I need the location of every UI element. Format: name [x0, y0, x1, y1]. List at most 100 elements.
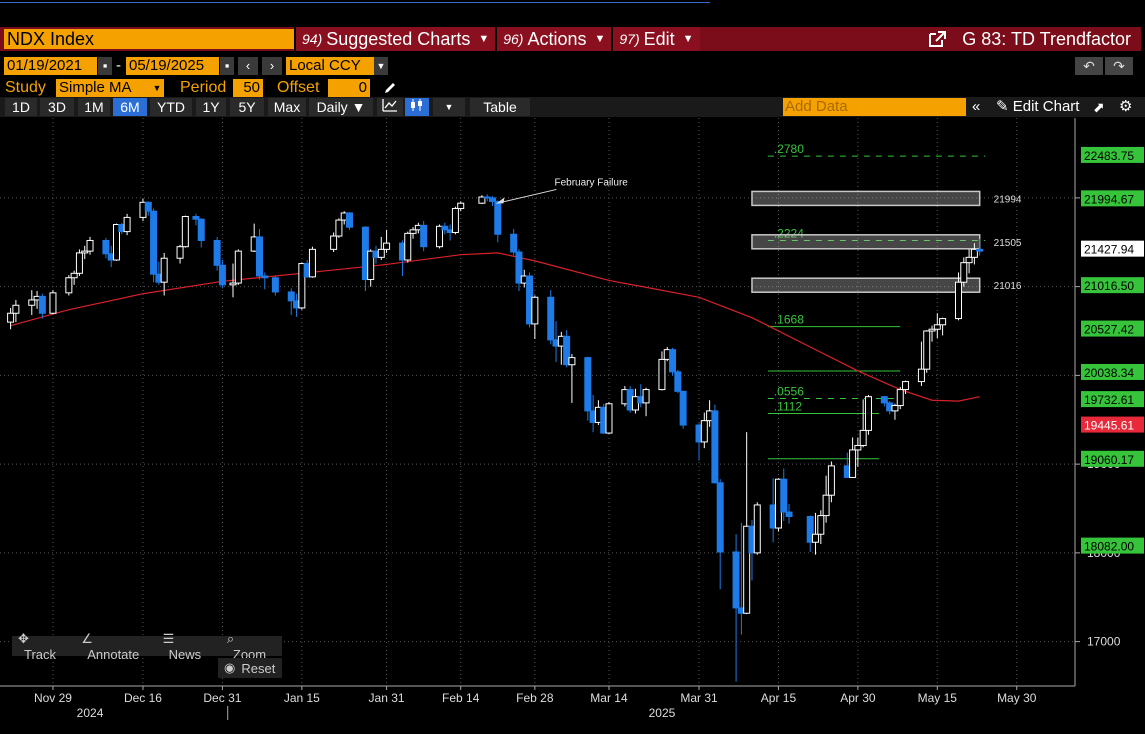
price-chart[interactable]: .2780 .2224 .1668 .0556 .1112 21994 21505 2101…: [0, 118, 1145, 734]
popout-icon[interactable]: [928, 30, 948, 48]
axis-price-tag: [1081, 450, 1144, 467]
axis-price-tag: [1081, 240, 1144, 257]
candle-body: [510, 233, 518, 253]
track-button[interactable]: ✥ Track: [12, 631, 75, 662]
candle-body: [605, 403, 613, 434]
edit-menu[interactable]: 97) Edit ▼: [611, 27, 700, 51]
news-button[interactable]: ☰ News: [157, 631, 221, 662]
line-chart-icon[interactable]: [377, 98, 403, 116]
axis-price-tag-label: 20038.34: [1084, 366, 1134, 380]
chart-settings-icon[interactable]: ⬈: [1093, 99, 1105, 115]
menu-number: 94): [302, 31, 323, 47]
candle-body: [568, 357, 576, 366]
table-button[interactable]: Table: [470, 98, 530, 116]
period-button-6m[interactable]: 6M: [113, 98, 147, 116]
fib-level-label: .2780: [774, 142, 804, 156]
period-button-1d[interactable]: 1D: [5, 98, 37, 116]
edit-chart-button[interactable]: ✎ Edit Chart: [996, 98, 1079, 116]
candle-body: [144, 201, 152, 212]
axis-price-tag: [1081, 537, 1144, 554]
period-field[interactable]: 50: [233, 79, 263, 97]
candle-body: [917, 368, 925, 383]
frequency-select[interactable]: Daily ▼: [309, 98, 373, 116]
axis-price-tag: [1081, 190, 1144, 207]
actions-menu[interactable]: 96) Actions ▼: [495, 27, 612, 51]
prev-arrow-icon[interactable]: ‹: [238, 57, 258, 75]
candle-body: [954, 281, 962, 320]
candle-body: [711, 410, 719, 484]
caret-down-icon[interactable]: ▼: [150, 79, 164, 97]
x-tick-label: Nov 29: [34, 691, 72, 705]
reset-icon: ◉: [224, 660, 236, 675]
period-button-1y[interactable]: 1Y: [196, 98, 226, 116]
reset-label: Reset: [241, 660, 276, 676]
x-tick-label: Feb 14: [442, 691, 480, 705]
year-label: 2024: [77, 706, 104, 720]
period-button-1m[interactable]: 1M: [78, 98, 110, 116]
undo-icon[interactable]: ↶: [1075, 57, 1103, 75]
candle-body: [81, 250, 89, 254]
candle-body: [457, 202, 465, 210]
year-label: 2025: [649, 706, 676, 720]
x-tick-label: Dec 16: [124, 691, 162, 705]
candlestick-icon[interactable]: [405, 98, 429, 116]
redo-icon[interactable]: ↷: [1105, 57, 1133, 75]
chart-tools-panel: ✥ Track ∠ Annotate ☰ News ⌕ Zoom: [12, 631, 282, 662]
study-select[interactable]: Simple MA: [56, 79, 164, 97]
pencil-icon[interactable]: [382, 80, 398, 96]
next-arrow-icon[interactable]: ›: [262, 57, 282, 75]
track-label: Track: [24, 646, 57, 662]
price-zone-label: 21994: [994, 194, 1022, 205]
calendar-icon[interactable]: ▪: [98, 57, 112, 75]
chart-type-dropdown-icon[interactable]: ▼: [433, 98, 465, 116]
candle-body: [965, 256, 973, 264]
period-toolbar: 1D 3D 1M 6M YTD 1Y 5Y Max Daily ▼ ▼ Table Add D…: [0, 97, 1145, 117]
candle-body: [785, 511, 793, 517]
ticker-field[interactable]: NDX Index: [4, 29, 294, 49]
candle-body: [65, 277, 73, 294]
caret-down-icon[interactable]: ▼: [374, 57, 388, 75]
edit-chart-label: Edit Chart: [1012, 98, 1080, 115]
period-label: Period: [180, 79, 227, 96]
period-button-ytd[interactable]: YTD: [150, 98, 192, 116]
candle-body: [49, 292, 57, 314]
gear-icon[interactable]: ⚙: [1119, 98, 1133, 115]
fib-level-label: .1668: [774, 313, 804, 327]
annotate-button[interactable]: ∠ Annotate: [75, 631, 156, 662]
axis-price-tag-label: 19732.61: [1084, 393, 1134, 407]
candle-body: [308, 248, 316, 278]
axis-price-tag-label: 20527.42: [1084, 323, 1134, 337]
candle-body: [409, 229, 417, 234]
suggested-charts-menu[interactable]: 94) Suggested Charts ▼: [294, 27, 496, 51]
candle-body: [679, 390, 687, 426]
top-border-line: [0, 0, 710, 3]
collapse-icon[interactable]: «: [972, 98, 981, 115]
candle-body: [330, 235, 338, 250]
period-button-3d[interactable]: 3D: [40, 98, 74, 116]
menu-label: Actions: [527, 28, 587, 49]
candle-body: [261, 275, 269, 279]
candle-body: [451, 208, 459, 233]
candle-body: [658, 358, 666, 391]
add-data-input[interactable]: Add Data: [783, 98, 966, 116]
end-date-field[interactable]: 05/19/2025: [126, 57, 219, 75]
offset-field[interactable]: 0: [328, 79, 370, 97]
candle-body: [298, 263, 306, 309]
period-button-5y[interactable]: 5Y: [230, 98, 264, 116]
calendar-icon[interactable]: ▪: [220, 57, 234, 75]
candle-body: [367, 250, 375, 281]
zoom-button[interactable]: ⌕ Zoom: [221, 631, 282, 662]
fib-level-label: .2224: [774, 226, 804, 240]
x-tick-label: Jan 31: [369, 691, 405, 705]
candle-body: [234, 250, 242, 284]
period-button-max[interactable]: Max: [268, 98, 306, 116]
zoom-label: Zoom: [232, 646, 267, 662]
annotation-arrow-line: [496, 188, 557, 204]
x-tick-label: May 15: [918, 691, 958, 705]
start-date-field[interactable]: 01/19/2021: [4, 57, 97, 75]
caret-down-icon: ▼: [682, 33, 694, 45]
candle-body: [669, 349, 677, 373]
candle-body: [970, 248, 978, 258]
currency-select[interactable]: Local CCY: [286, 57, 374, 75]
reset-button[interactable]: ◉ Reset: [218, 658, 282, 678]
